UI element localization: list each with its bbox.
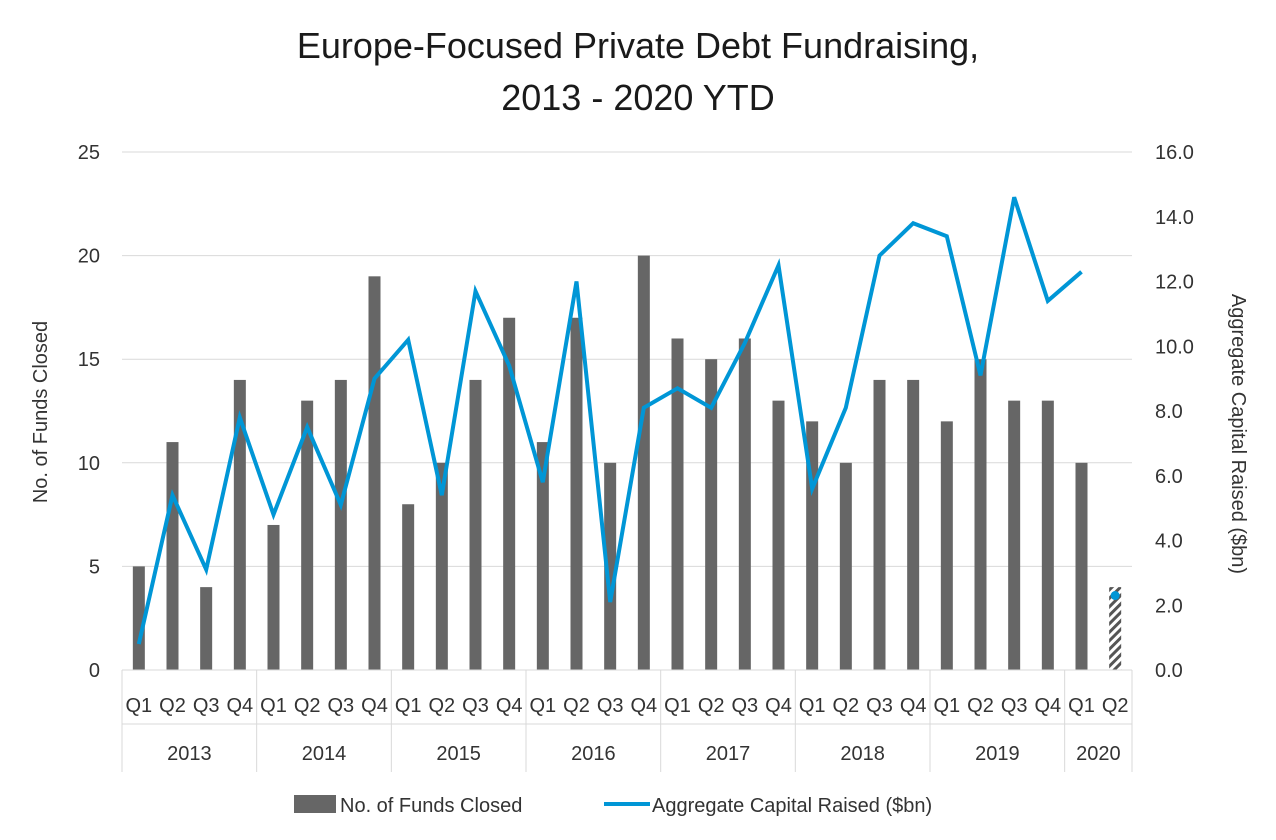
bar-29 [1075, 462, 1088, 670]
y-tick-label-right: 16.0 [1155, 142, 1194, 164]
x-tick-label-quarter: Q2 [159, 695, 186, 717]
x-tick-label-quarter: Q1 [125, 695, 152, 717]
bar-9 [402, 504, 415, 670]
x-tick-label-quarter: Q2 [563, 695, 590, 717]
y-tick-label-right: 14.0 [1155, 207, 1194, 229]
bar-24 [907, 379, 920, 670]
bar-11 [469, 379, 482, 670]
bar-1 [132, 566, 145, 670]
x-tick-label-year: 2013 [167, 743, 212, 765]
capital-raised-line [136, 196, 1083, 645]
bar-30 [1109, 587, 1122, 670]
legend-label-funds-closed: No. of Funds Closed [340, 795, 522, 817]
bar-10 [435, 462, 448, 670]
y-tick-label-left: 25 [78, 142, 100, 164]
bar-27 [1008, 400, 1021, 670]
bar-18 [705, 359, 718, 670]
x-tick-label-quarter: Q1 [260, 695, 287, 717]
x-tick-label-quarter: Q3 [193, 695, 220, 717]
capital-raised-point-last [1110, 591, 1120, 601]
x-tick-label-quarter: Q1 [1068, 695, 1095, 717]
x-tick-label-quarter: Q3 [597, 695, 624, 717]
y-tick-label-left: 10 [78, 453, 100, 475]
x-tick-label-year: 2018 [840, 743, 885, 765]
x-tick-label-quarter: Q3 [327, 695, 354, 717]
x-tick-label-quarter: Q2 [294, 695, 321, 717]
y-tick-label-left: 20 [78, 246, 100, 268]
legend: No. of Funds Closed Aggregate Capital Ra… [294, 795, 932, 817]
bar-3 [200, 587, 213, 670]
x-tick-label-year: 2015 [436, 743, 481, 765]
bar-7 [334, 379, 347, 670]
chart-title-line-2: 2013 - 2020 YTD [501, 77, 775, 118]
x-tick-label-year: 2017 [706, 743, 751, 765]
x-tick-label-quarter: Q3 [462, 695, 489, 717]
bar-15 [604, 462, 617, 670]
x-tick-label-quarter: Q2 [1102, 695, 1129, 717]
x-tick-label-quarter: Q1 [933, 695, 960, 717]
line-series-capital-raised [136, 196, 1120, 645]
x-tick-label-quarter: Q2 [832, 695, 859, 717]
y-tick-label-right: 8.0 [1155, 401, 1183, 423]
x-tick-label-quarter: Q1 [664, 695, 691, 717]
bar-14 [570, 317, 583, 670]
bar-6 [301, 400, 314, 670]
x-tick-label-year: 2014 [302, 743, 347, 765]
x-tick-label-quarter: Q4 [765, 695, 792, 717]
bar-2 [166, 442, 179, 670]
x-tick-label-quarter: Q4 [496, 695, 523, 717]
gridlines [122, 151, 1132, 567]
bar-23 [873, 379, 886, 670]
y-tick-label-left: 0 [89, 660, 100, 682]
x-tick-label-quarter: Q2 [967, 695, 994, 717]
bar-17 [671, 338, 684, 670]
x-tick-label-quarter: Q2 [428, 695, 455, 717]
y-axis-title-right: Aggregate Capital Raised ($bn) [1227, 294, 1249, 574]
x-tick-label-year: 2020 [1076, 743, 1121, 765]
x-tick-label-quarter: Q1 [395, 695, 422, 717]
bar-5 [267, 524, 280, 670]
y-tick-label-right: 12.0 [1155, 272, 1194, 294]
bar-13 [536, 442, 549, 670]
x-tick-label-year: 2016 [571, 743, 616, 765]
x-tick-label-year: 2019 [975, 743, 1020, 765]
legend-label-capital-raised: Aggregate Capital Raised ($bn) [652, 795, 932, 817]
bar-20 [772, 400, 785, 670]
y-tick-label-left: 5 [89, 556, 100, 578]
y-axis-title-left: No. of Funds Closed [30, 321, 52, 503]
bar-28 [1041, 400, 1054, 670]
x-tick-label-quarter: Q4 [361, 695, 388, 717]
y-tick-label-right: 2.0 [1155, 595, 1183, 617]
bar-16 [637, 255, 650, 670]
chart-title-line-1: Europe-Focused Private Debt Fundraising, [297, 25, 979, 66]
x-tick-label-quarter: Q1 [799, 695, 826, 717]
x-tick-label-quarter: Q2 [698, 695, 725, 717]
y-tick-label-right: 10.0 [1155, 336, 1194, 358]
bar-4 [233, 379, 246, 670]
x-tick-label-quarter: Q1 [529, 695, 556, 717]
x-tick-label-quarter: Q4 [900, 695, 927, 717]
y-tick-label-right: 4.0 [1155, 531, 1183, 553]
x-tick-label-quarter: Q4 [630, 695, 657, 717]
x-tick-label-quarter: Q3 [731, 695, 758, 717]
x-tick-label-quarter: Q4 [226, 695, 253, 717]
bar-26 [974, 359, 987, 670]
bar-12 [503, 317, 516, 670]
y-tick-label-right: 0.0 [1155, 660, 1183, 682]
y-tick-label-left: 15 [78, 349, 100, 371]
x-tick-label-quarter: Q3 [1001, 695, 1028, 717]
legend-swatch-funds-closed [294, 795, 336, 813]
x-tick-label-quarter: Q4 [1034, 695, 1061, 717]
y-tick-label-right: 6.0 [1155, 466, 1183, 488]
x-tick-label-quarter: Q3 [866, 695, 893, 717]
bar-25 [940, 421, 953, 670]
axes: 0 5 10 15 20 25 0.0 2.0 4.0 6.0 8.0 10.0 12.0 14.0 16.… [78, 142, 1194, 772]
bar-22 [839, 462, 852, 670]
bar-19 [738, 338, 751, 670]
bar-8 [368, 276, 381, 670]
